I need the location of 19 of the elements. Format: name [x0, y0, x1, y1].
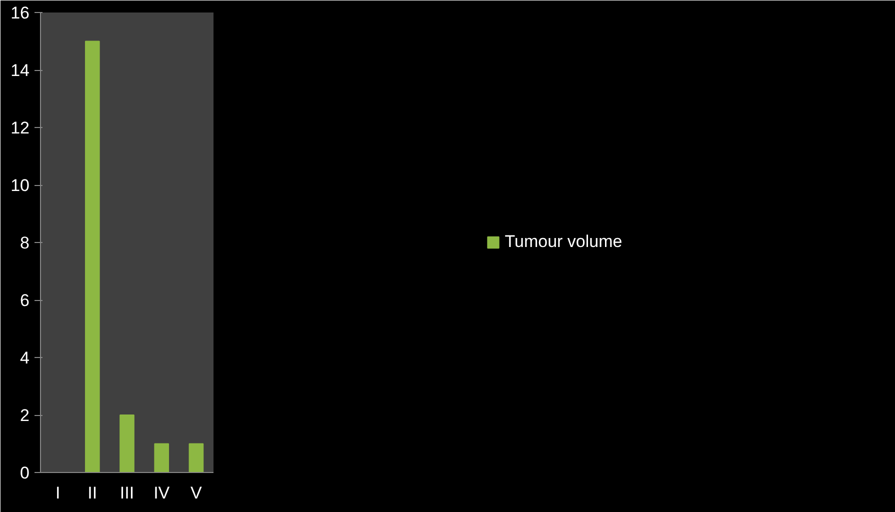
y-tick-label: 0	[20, 464, 30, 482]
y-tick-label: 16	[10, 4, 30, 22]
y-tick-label: 12	[10, 118, 30, 138]
y-tick-label: 2	[20, 406, 30, 425]
legend-label: Tumour volume	[504, 232, 622, 252]
x-tick-label: I	[55, 484, 60, 502]
x-tick-label: II	[88, 484, 98, 502]
bar	[188, 443, 204, 472]
x-tick-label: IV	[154, 484, 170, 502]
y-tick-label: 4	[20, 348, 30, 368]
bar	[120, 414, 134, 472]
bar	[154, 443, 170, 472]
y-tick-label: 8	[20, 234, 30, 252]
x-tick-label: III	[120, 484, 134, 502]
y-tick-label: 6	[20, 291, 30, 310]
x-tick-label: V	[190, 484, 203, 502]
y-tick-label: 14	[10, 61, 30, 80]
bar	[84, 40, 100, 472]
y-tick-label: 10	[10, 176, 30, 195]
